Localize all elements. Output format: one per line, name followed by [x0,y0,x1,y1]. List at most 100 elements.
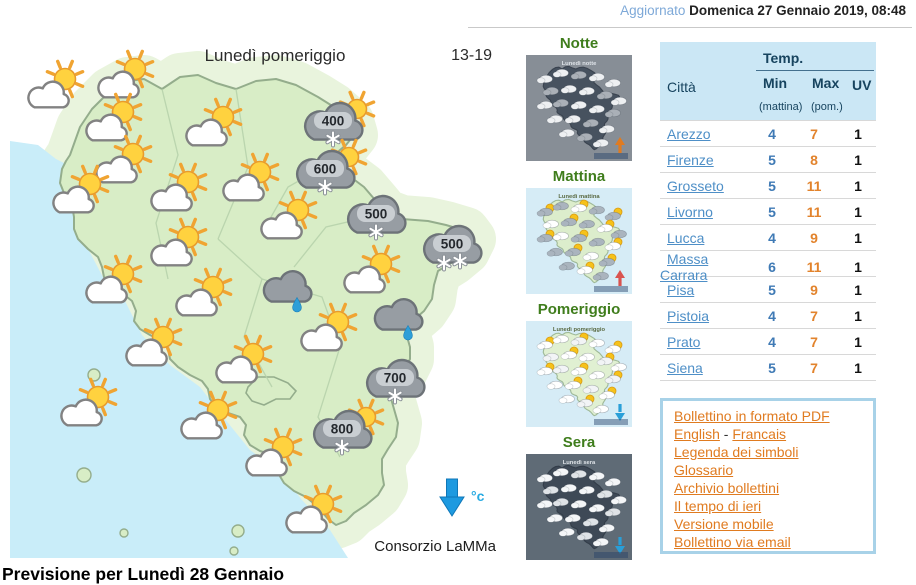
max-value: 9 [810,281,818,298]
thumbnail-map-image: Lunedì sera [526,454,632,560]
bulletin-link[interactable]: Bollettino in formato PDF [674,408,830,424]
svg-text:400: 400 [322,114,345,129]
bulletin-link[interactable]: Versione mobile [674,516,774,532]
thumbnail-label: Mattina [552,168,606,185]
table-row: Pistoia 4 7 1 [660,303,876,329]
min-value: 5 [768,151,776,168]
update-bar: Aggiornato Domenica 27 Gennaio 2019, 08:… [620,3,906,18]
max-value: 7 [810,307,818,324]
city-link[interactable]: Arezzo [667,125,711,142]
thumbnail-night[interactable]: Notte Lunedì notte [520,35,638,161]
max-value: 11 [806,259,822,275]
table-row: Livorno 5 11 1 [660,199,876,225]
min-value: 5 [768,281,776,298]
map-credit: Consorzio LaMMa [374,538,496,555]
min-value: 5 [768,177,776,194]
uv-value: 1 [854,177,862,194]
table-row: Grosseto 5 11 1 [660,173,876,199]
svg-text:500: 500 [365,207,388,222]
temp-unit-label: °c [471,488,485,504]
max-value: 7 [810,333,818,350]
city-link[interactable]: Pistoia [667,307,710,324]
min-value: 5 [768,359,776,376]
col-max-sublabel: (pom.) [811,101,843,113]
uv-value: 1 [854,333,862,350]
max-value: 7 [810,359,818,376]
thumbnail-morning[interactable]: Mattina Lunedì mattina [520,168,638,294]
bulletin-link[interactable]: Legenda dei simboli [674,444,799,460]
svg-text:500: 500 [441,237,464,252]
bulletin-link[interactable]: Archivio bollettini [674,480,780,496]
updated-date: Domenica 27 Gennaio 2019, 08:48 [689,3,906,18]
header-divider [468,27,912,28]
thumbnail-label: Pomeriggio [537,301,621,318]
thumbnail-map-image: Lunedì pomeriggio [526,321,632,427]
city-link[interactable]: Firenze [667,151,714,168]
thumbnail-evening[interactable]: Sera Lunedì sera [520,434,638,560]
temp-down-arrow-icon [439,478,465,517]
table-row: Massa Carrara 6 11 1 [660,251,876,283]
thumbnail-label: Notte [559,35,599,52]
thumbnail-map-image: Lunedì mattina [526,188,632,294]
table-row: Pisa 5 9 1 [660,277,876,303]
bulletin-link[interactable]: English [674,426,720,442]
tuscany-map-image: 400 600 500 500 700 800 [10,35,500,558]
col-city-label: Città [667,79,696,95]
bulletin-link[interactable]: Francais [732,426,787,442]
bulletin-link[interactable]: Bollettino via email [674,534,791,550]
col-min-sublabel: (mattina) [759,101,803,113]
svg-text:600: 600 [314,162,337,177]
col-temp-label: Temp. [763,50,804,66]
svg-text:Lunedì mattina: Lunedì mattina [558,194,600,200]
city-link[interactable]: Grosseto [667,177,724,194]
city-table-header: Città Temp. Min Max UV (mattina) (pom.) [660,42,876,120]
max-value: 9 [810,229,818,246]
city-link[interactable]: Prato [667,333,701,350]
link-line: Archivio bollettini [674,479,862,497]
city-link[interactable]: Lucca [667,229,705,246]
map-title: Lunedì pomeriggio [204,46,346,65]
min-value: 4 [768,333,776,350]
bulletin-link[interactable]: Il tempo di ieri [674,498,762,514]
thumbnail-afternoon[interactable]: Pomeriggio Lunedì pomeriggio [520,301,638,427]
table-row: Firenze 5 8 1 [660,147,876,173]
table-row: Siena 5 7 1 [660,355,876,381]
link-line: Bollettino in formato PDF [674,407,862,425]
city-link[interactable]: Livorno [667,203,713,220]
city-link[interactable]: Massa Carrara [660,251,709,283]
updated-label: Aggiornato [620,3,686,18]
uv-value: 1 [854,307,862,324]
col-min-label: Min [763,75,788,91]
map-time-range: 13-19 [451,47,492,64]
uv-value: 1 [854,203,862,220]
max-value: 11 [806,177,822,194]
next-forecast-heading: Previsione per Lunedì 28 Gennaio [2,564,285,584]
svg-text:700: 700 [384,371,407,386]
svg-text:800: 800 [331,422,354,437]
forecast-map: 400 600 500 500 700 800 Lunedì pomeriggio 13-… [10,35,500,558]
uv-value: 1 [854,229,862,246]
svg-text:Lunedì notte: Lunedì notte [562,61,598,67]
link-line: English - Francais [674,425,862,443]
thumbnail-label: Sera [562,434,596,451]
svg-text:Lunedì pomeriggio: Lunedì pomeriggio [553,327,606,333]
city-link[interactable]: Siena [667,359,703,376]
link-line: Bollettino via email [674,533,862,551]
city-table-rows: Arezzo 4 7 1 Firenze 5 8 1 Grosseto 5 11 1 Livorno 5 1… [660,120,876,381]
bulletin-link[interactable]: Glossario [674,462,734,478]
thumbnail-map-image: Lunedì notte [526,55,632,161]
period-thumbnails: Notte Lunedì notte Mattina Lunedì mattina Po… [520,35,638,567]
min-value: 4 [768,229,776,246]
uv-value: 1 [854,125,862,142]
svg-text:Lunedì sera: Lunedì sera [563,460,596,466]
table-row: Lucca 4 9 1 [660,225,876,251]
link-line: Versione mobile [674,515,862,533]
temp-trend: °c [434,475,498,531]
max-value: 7 [810,125,818,142]
min-value: 4 [768,307,776,324]
max-value: 11 [806,203,822,220]
city-table: Città Temp. Min Max UV (mattina) (pom.) … [660,42,876,381]
city-link[interactable]: Pisa [667,281,695,298]
temp-underline [756,70,874,71]
links-box: Bollettino in formato PDF English - Franc… [660,398,876,554]
